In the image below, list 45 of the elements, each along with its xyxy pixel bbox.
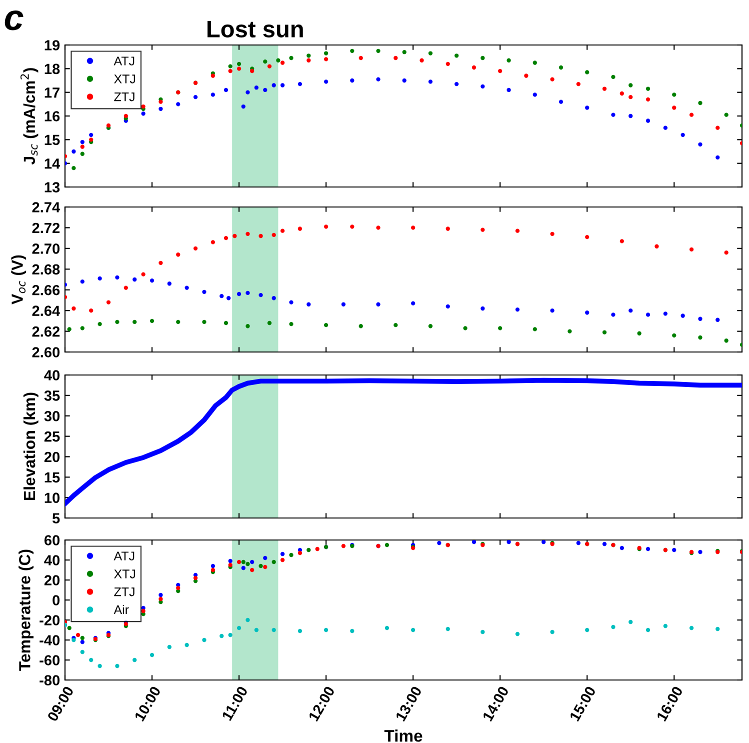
y-tick-label: 18 bbox=[44, 64, 60, 74]
y-tick-label: 2.64 bbox=[32, 306, 60, 316]
y-tick-label: 15 bbox=[44, 134, 60, 146]
y-axis-title: Temperature (C) bbox=[18, 550, 34, 671]
y-tick-label: 2.62 bbox=[32, 326, 60, 337]
legend-label: ATJ bbox=[114, 552, 134, 560]
y-axis-title: Elevation (km) bbox=[23, 392, 38, 500]
legend-label: ZTJ bbox=[114, 92, 134, 102]
y-tick-label: 19 bbox=[44, 40, 60, 50]
y-tick-label: -60 bbox=[40, 655, 60, 666]
y-tick-label: -40 bbox=[40, 635, 60, 646]
y-tick-label: 10 bbox=[44, 492, 60, 503]
y-tick-label: 16 bbox=[44, 111, 60, 122]
legend-label: ZTJ bbox=[114, 588, 134, 596]
y-tick-label: 40 bbox=[44, 555, 60, 566]
y-tick-label: 30 bbox=[44, 410, 60, 422]
y-axis-title: V$_{oc}$ (V) bbox=[11, 255, 26, 304]
y-tick-label: 5 bbox=[52, 513, 60, 524]
y-tick-label: 35 bbox=[44, 390, 60, 401]
y-tick-label: 20 bbox=[44, 452, 60, 462]
y-tick-label: 17 bbox=[44, 88, 60, 98]
y-tick-label: 25 bbox=[44, 431, 60, 442]
y-tick-label: 2.60 bbox=[32, 347, 60, 358]
y-tick-label: 2.68 bbox=[32, 264, 60, 275]
legend-label: XTJ bbox=[114, 74, 136, 84]
text: c bbox=[4, 10, 24, 30]
y-tick-label: 2.66 bbox=[32, 284, 60, 296]
y-tick-label: 14 bbox=[44, 158, 60, 169]
y-tick-label: 15 bbox=[44, 472, 60, 483]
y-tick-label: 40 bbox=[44, 370, 60, 380]
legend-label: Air bbox=[114, 604, 129, 614]
y-tick-label: 60 bbox=[44, 535, 60, 546]
y-tick-label: -80 bbox=[40, 675, 60, 686]
band-label: Lost sun bbox=[208, 21, 303, 38]
y-tick-label: 0 bbox=[52, 595, 60, 606]
y-tick-label: 13 bbox=[44, 182, 60, 192]
x-axis-title: Time bbox=[384, 730, 422, 742]
y-tick-label: 2.70 bbox=[32, 244, 60, 254]
y-tick-label: 20 bbox=[44, 575, 60, 586]
y-axis-title: J$_{sc}$ (mA/cm$^{2}$) bbox=[20, 68, 38, 165]
y-tick-label: 2.74 bbox=[32, 202, 60, 212]
y-tick-label: -20 bbox=[40, 615, 60, 626]
legend-label: ATJ bbox=[114, 56, 134, 66]
legend-label: XTJ bbox=[114, 570, 136, 578]
y-tick-label: 2.72 bbox=[32, 222, 60, 233]
